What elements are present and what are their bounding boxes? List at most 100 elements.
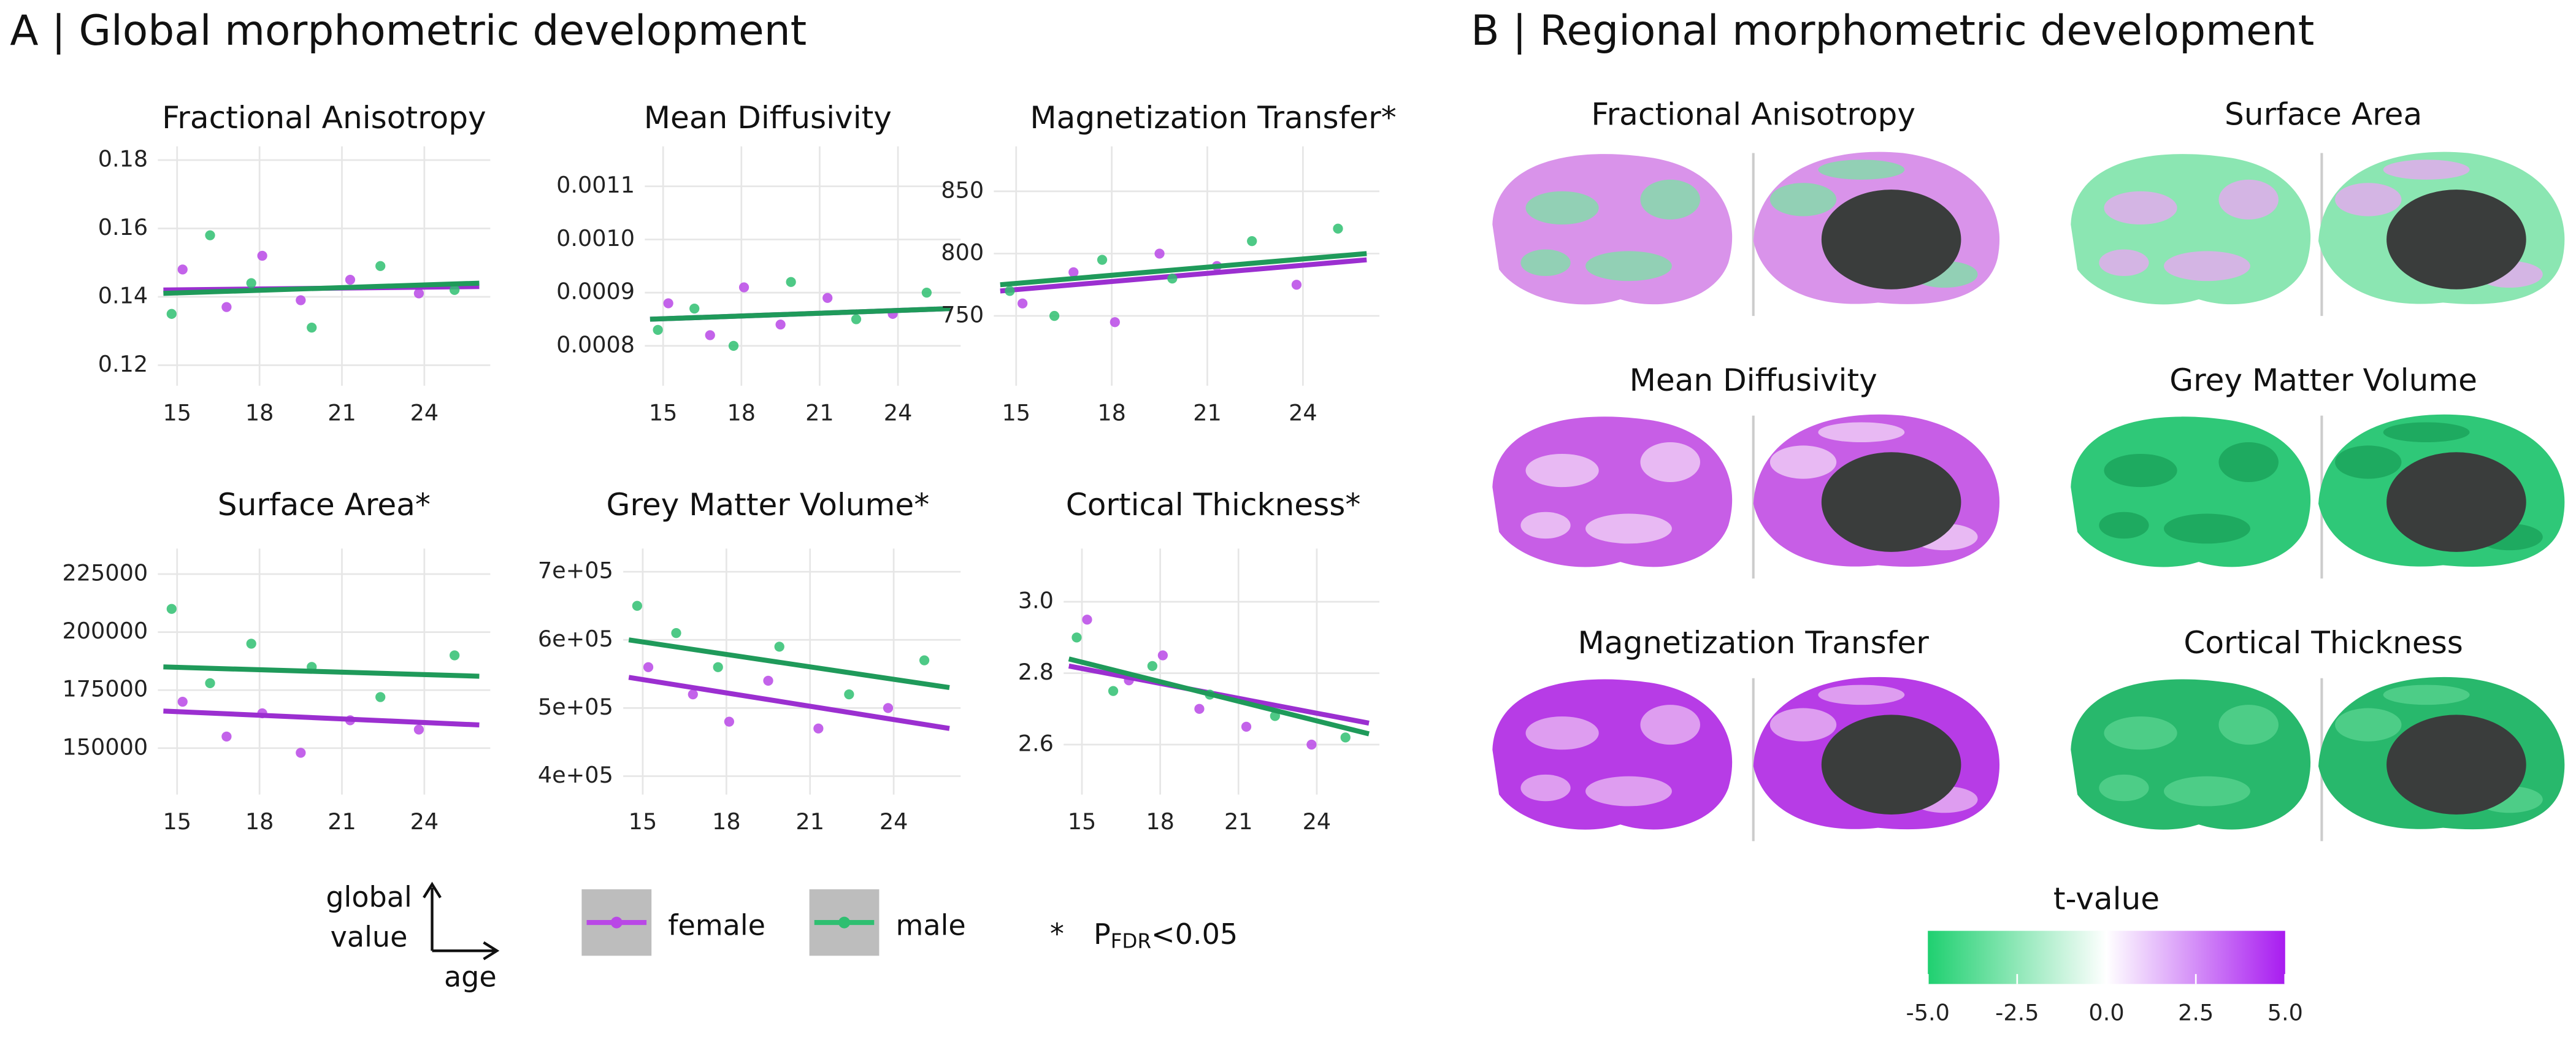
brain-lateral — [2071, 154, 2311, 305]
brain-patch — [2383, 422, 2470, 442]
brain-patch — [1585, 776, 1672, 807]
brain-patch — [1525, 716, 1599, 750]
note-p: P — [1094, 917, 1111, 950]
map-label: Magnetization Transfer — [1578, 624, 1930, 661]
trend-line — [1000, 257, 1367, 294]
y-tick-label: 0.12 — [98, 351, 148, 377]
map-label: Fractional Anisotropy — [1591, 96, 1915, 132]
y-tick-label: 150000 — [63, 734, 148, 760]
note-sub: FDR — [1111, 930, 1151, 953]
data-point — [1082, 615, 1092, 625]
colorbar-title: t-value — [2053, 880, 2160, 916]
chart-title: Fractional Anisotropy — [162, 99, 486, 136]
data-point — [375, 692, 386, 702]
y-tick-label: 0.16 — [98, 214, 148, 240]
brain-patch — [2335, 183, 2402, 217]
x-tick-label: 18 — [245, 808, 274, 835]
data-point — [166, 309, 177, 319]
brain-patch — [1520, 774, 1571, 802]
data-point — [705, 330, 715, 340]
data-point — [1247, 236, 1257, 247]
y-tick-label: 750 — [941, 302, 984, 328]
chart-title: Grey Matter Volume* — [606, 486, 929, 523]
data-point — [413, 724, 424, 735]
data-point — [1241, 721, 1252, 732]
brain-patch — [1585, 513, 1672, 544]
x-tick-label: 15 — [1002, 399, 1030, 426]
data-point — [1333, 223, 1343, 234]
x-tick-label: 24 — [880, 808, 908, 835]
axis-key-label: age — [444, 960, 497, 994]
data-point — [1049, 310, 1060, 321]
data-point — [257, 250, 267, 261]
x-tick-label: 21 — [328, 808, 356, 835]
data-point — [1108, 686, 1119, 696]
x-tick-label: 24 — [410, 808, 439, 835]
x-tick-label: 21 — [1193, 399, 1222, 426]
brain-patch — [1520, 512, 1571, 539]
map-label: Grey Matter Volume — [2169, 362, 2477, 398]
legend-label: female — [668, 909, 765, 942]
data-point — [1306, 739, 1317, 750]
data-point — [1291, 280, 1302, 290]
y-tick-label: 4e+05 — [538, 762, 613, 788]
map-label: Cortical Thickness — [2183, 624, 2463, 661]
brain-patch — [2164, 776, 2250, 807]
brain-medial-wall — [1821, 452, 1961, 552]
brain-patch — [1525, 453, 1599, 488]
brain-patch — [1769, 183, 1837, 217]
brain-patch — [1640, 179, 1700, 220]
data-point — [919, 655, 930, 665]
brain-patch — [2218, 179, 2279, 220]
y-tick-label: 175000 — [63, 676, 148, 702]
data-point — [375, 261, 386, 271]
trend-line — [1068, 656, 1370, 737]
brain-patch — [2099, 774, 2149, 802]
brain-patch — [2099, 249, 2149, 277]
data-point — [177, 696, 188, 707]
y-tick-label: 0.0010 — [556, 225, 635, 251]
chart-title: Surface Area* — [218, 486, 431, 523]
data-point — [883, 703, 894, 713]
y-tick-label: 5e+05 — [538, 694, 613, 720]
brain-lateral — [1492, 154, 1733, 305]
data-point — [653, 324, 663, 335]
data-point — [724, 716, 735, 727]
data-point — [1071, 632, 1082, 643]
x-tick-label: 21 — [328, 399, 356, 426]
brain-medial-wall — [1821, 715, 1961, 815]
x-tick-label: 24 — [1303, 808, 1332, 835]
data-point — [221, 302, 232, 312]
trend-line — [1000, 251, 1367, 288]
trend-line — [163, 280, 480, 296]
map-label: Surface Area — [2225, 96, 2422, 132]
colorbar-tick-label: 0.0 — [2088, 1000, 2124, 1026]
x-tick-label: 15 — [163, 808, 191, 835]
colorbar-tick-label: -5.0 — [1906, 1000, 1950, 1026]
data-point — [1340, 732, 1351, 743]
data-point — [689, 304, 700, 314]
trend-line — [163, 708, 480, 728]
data-point — [822, 293, 833, 303]
y-tick-label: 6e+05 — [538, 626, 613, 652]
y-tick-label: 0.0009 — [556, 278, 635, 305]
data-point — [713, 662, 723, 672]
note-symbol: * — [1050, 917, 1064, 950]
brain-patch — [2335, 708, 2402, 742]
data-point — [774, 642, 784, 652]
brain-medial-wall — [2386, 715, 2526, 815]
brain-patch — [1640, 705, 1700, 745]
x-tick-label: 15 — [629, 808, 657, 835]
data-point — [851, 314, 862, 324]
y-tick-label: 800 — [941, 239, 984, 266]
brain-patch — [2099, 512, 2149, 539]
brain-patch — [1640, 442, 1700, 483]
brain-patch — [2104, 191, 2177, 225]
data-point — [632, 600, 642, 611]
brain-patch — [1585, 251, 1672, 282]
brain-medial-wall — [2386, 190, 2526, 289]
axis-key-arrows — [423, 881, 500, 960]
y-tick-label: 850 — [941, 177, 984, 203]
brain-patch — [1769, 445, 1837, 479]
data-point — [166, 604, 177, 614]
